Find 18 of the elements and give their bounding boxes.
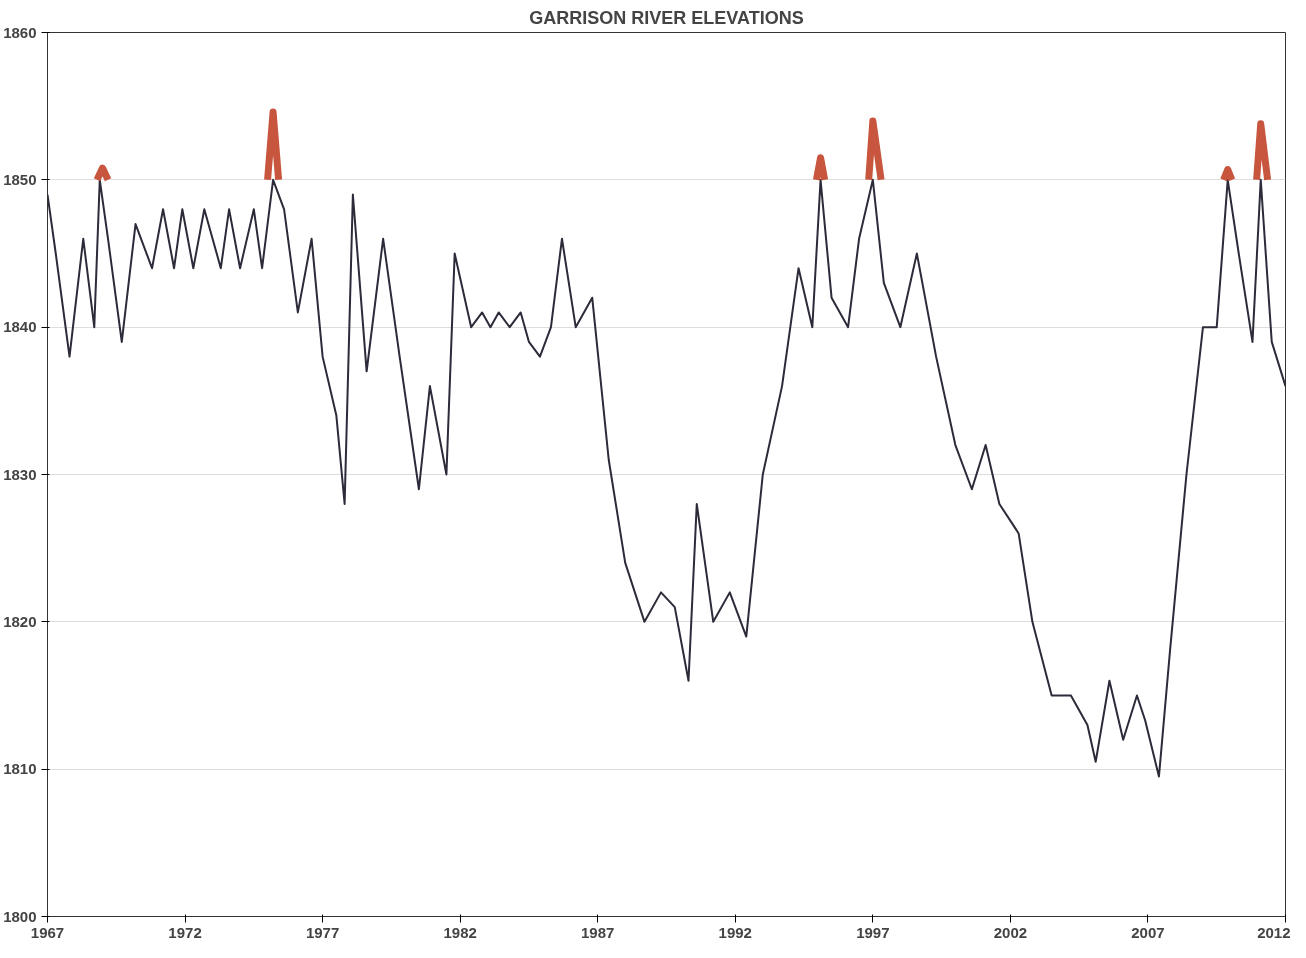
x-tick-label: 2012 (1257, 923, 1291, 941)
x-tick-label: 1977 (305, 923, 340, 941)
y-tick-label: 1800 (3, 907, 37, 925)
y-tick-label: 1810 (3, 760, 37, 778)
y-tick-label: 1860 (3, 23, 37, 41)
y-tick-label: 1830 (3, 465, 37, 483)
x-tick-label: 1967 (30, 923, 65, 941)
x-tick-label: 1997 (856, 923, 890, 941)
x-tick-label: 1972 (168, 923, 202, 941)
y-tick-label: 1840 (3, 318, 37, 336)
x-tick-label: 1987 (581, 923, 615, 941)
x-tick-label: 1982 (443, 923, 477, 941)
x-tick-label: 1992 (718, 923, 752, 941)
x-tick-label: 2002 (993, 923, 1028, 941)
y-tick-label: 1820 (3, 612, 37, 630)
x-tick-label: 2007 (1131, 923, 1165, 941)
y-tick-label: 1850 (3, 170, 37, 188)
chart-title: GARRISON RIVER ELEVATIONS (529, 7, 804, 28)
